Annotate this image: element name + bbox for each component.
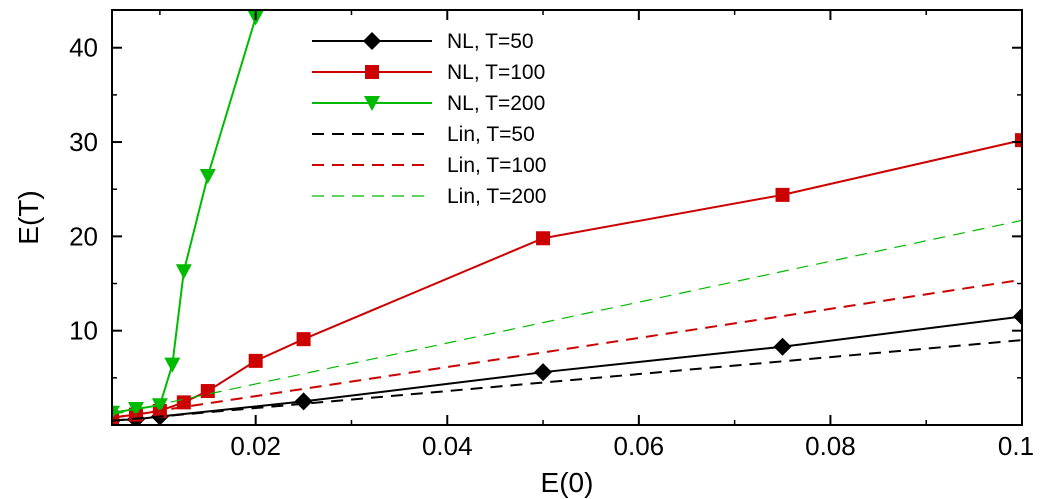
data-point: [176, 395, 191, 410]
y-axis-label: E(T): [13, 190, 44, 244]
data-point: [200, 384, 215, 399]
series-line: [112, 315, 1022, 422]
data-point: [536, 231, 551, 246]
axes-layer: 0.02 0.04 0.06 0.08 0.1 10 20 30 40: [69, 10, 1034, 461]
series-layer: [112, 10, 1022, 425]
series-line: [112, 278, 1022, 419]
data-point: [1015, 133, 1022, 148]
data-point: [296, 332, 311, 347]
legend-label: NL, T=50: [447, 30, 534, 53]
y-tick-label: 30: [69, 127, 98, 157]
legend-marker: [365, 65, 379, 79]
data-point: [151, 398, 168, 414]
data-point: [199, 169, 216, 184]
legend: NL, T=50 NL, T=100 NL, T=200 Lin, T=50 Lin, …: [312, 30, 546, 208]
data-point: [164, 357, 181, 373]
data-point: [248, 353, 263, 368]
legend-marker: [364, 96, 380, 111]
series-line: [112, 219, 1022, 416]
legend-label: Lin, T=50: [447, 123, 535, 146]
legend-item: NL, T=50: [312, 30, 534, 53]
legend-item: Lin, T=200: [312, 185, 546, 208]
data-point: [1013, 307, 1022, 326]
series-2: [112, 10, 264, 421]
series-5: [112, 219, 1022, 416]
x-axis-label: E(0): [541, 467, 594, 498]
x-tick-label: 0.08: [805, 431, 856, 461]
series-3: [112, 339, 1022, 422]
y-tick-label: 20: [69, 221, 98, 251]
y-tick-label: 40: [69, 33, 98, 63]
legend-marker: [363, 32, 381, 50]
series-1: [112, 133, 1022, 425]
x-tick-label: 0.06: [614, 431, 665, 461]
plot-frame: [111, 9, 1023, 426]
legend-label: Lin, T=100: [447, 154, 546, 177]
legend-item: Lin, T=100: [312, 154, 546, 177]
x-tick-label: 0.04: [422, 431, 473, 461]
x-tick-label: 0.02: [230, 431, 281, 461]
legend-label: NL, T=100: [447, 61, 545, 84]
legend-label: Lin, T=200: [447, 185, 546, 208]
x-tick-label: 0.1: [998, 431, 1034, 461]
series-4: [112, 278, 1022, 419]
legend-label: NL, T=200: [447, 92, 545, 115]
y-tick-label: 10: [69, 316, 98, 346]
data-point: [775, 187, 790, 202]
legend-item: NL, T=200: [312, 92, 545, 115]
legend-item: Lin, T=50: [312, 123, 535, 146]
data-point: [773, 337, 792, 356]
series-line: [112, 17, 257, 414]
legend-item: NL, T=100: [312, 61, 545, 84]
series-line: [112, 339, 1022, 422]
series-line: [112, 139, 1022, 419]
data-point: [534, 363, 553, 382]
data-point: [294, 392, 313, 411]
data-point: [175, 264, 192, 280]
